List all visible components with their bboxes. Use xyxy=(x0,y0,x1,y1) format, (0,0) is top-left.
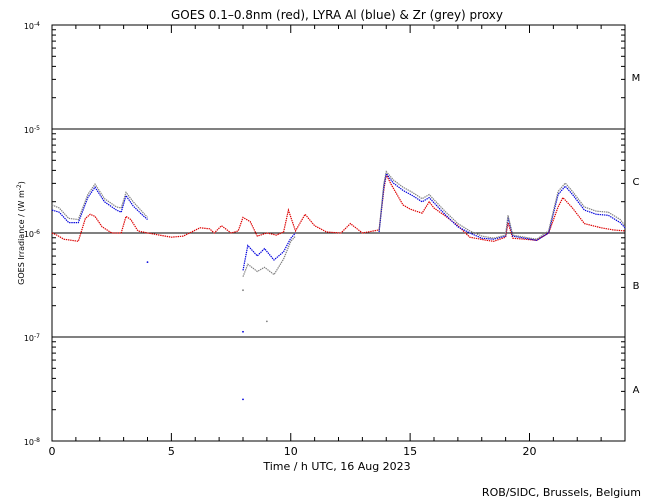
x-tick-label: 0 xyxy=(49,445,56,458)
y-axis-label-close: ) xyxy=(17,181,26,184)
flare-class-C: C xyxy=(633,177,640,188)
y-tick-base: 10 xyxy=(24,334,34,343)
series-line-2 xyxy=(51,183,148,221)
y-tick-exponent: -8 xyxy=(34,437,40,444)
flare-class-A: A xyxy=(633,385,640,396)
series-line-1 xyxy=(378,172,626,241)
series-lyra-zr xyxy=(51,170,626,277)
chart-title: GOES 0.1–0.8nm (red), LYRA Al (blue) & Z… xyxy=(171,8,503,22)
series-line-1 xyxy=(51,186,148,224)
flare-class-B: B xyxy=(633,281,640,292)
y-tick-label: 10-8 xyxy=(24,437,40,447)
y-tick-exponent: -6 xyxy=(34,229,40,236)
y-axis-ticks: 10-410-510-610-710-8 xyxy=(24,21,625,447)
y-tick-label: 10-5 xyxy=(24,125,40,135)
flare-class-labels: M C B A xyxy=(632,73,641,396)
series-line-2 xyxy=(378,170,626,240)
series-lyra-al xyxy=(51,172,626,271)
outlier-point xyxy=(242,398,244,401)
y-tick-exponent: -5 xyxy=(34,125,40,132)
outlier-point xyxy=(242,289,244,292)
y-axis-label: GOES Irradiance / (W m-2) xyxy=(16,181,26,285)
x-tick-label: 10 xyxy=(284,445,298,458)
series-goes-0-1-0-8nm xyxy=(51,172,626,242)
y-tick-base: 10 xyxy=(24,22,34,31)
y-tick-label: 10-4 xyxy=(24,21,40,31)
y-tick-base: 10 xyxy=(24,230,34,239)
y-tick-label: 10-7 xyxy=(24,333,40,343)
y-tick-exponent: -4 xyxy=(34,21,40,28)
y-axis-label-text: GOES Irradiance / (W m xyxy=(17,190,26,285)
y-tick-base: 10 xyxy=(24,438,34,447)
data-series xyxy=(51,170,626,401)
series-line-2 xyxy=(242,235,296,277)
credit-text: ROB/SIDC, Brussels, Belgium xyxy=(482,486,641,499)
x-tick-label: 20 xyxy=(523,445,537,458)
x-axis-ticks: 0 5 10 15 20 xyxy=(49,25,626,458)
y-tick-exponent: -7 xyxy=(34,333,40,340)
x-tick-label: 5 xyxy=(168,445,175,458)
x-tick-label: 15 xyxy=(403,445,417,458)
x-axis-label: Time / h UTC, 16 Aug 2023 xyxy=(262,460,410,473)
y-tick-base: 10 xyxy=(24,126,34,135)
series-line-1 xyxy=(242,232,296,271)
outlier-point xyxy=(146,261,149,264)
y-axis-label-sup: -2 xyxy=(16,184,23,190)
y-tick-label: 10-6 xyxy=(24,229,40,239)
series-line-0 xyxy=(51,172,626,242)
outlier-point xyxy=(265,320,268,323)
outlier-point xyxy=(242,330,244,333)
flare-class-M: M xyxy=(632,73,641,84)
